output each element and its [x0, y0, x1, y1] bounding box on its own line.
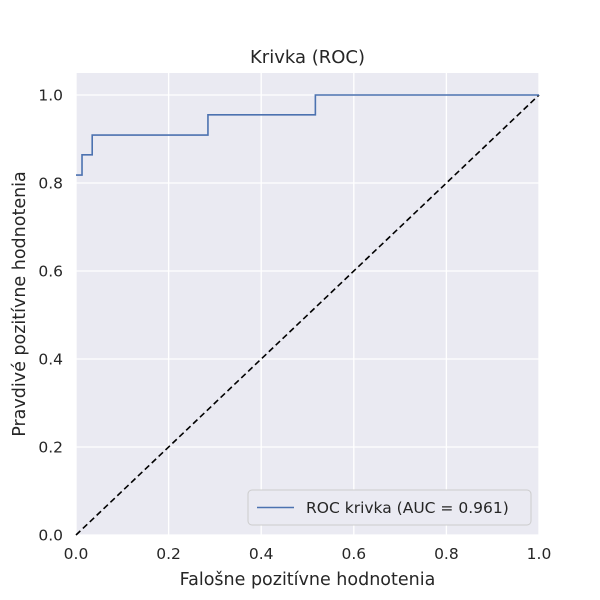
chart-title: Krivka (ROC): [250, 47, 365, 68]
x-tick-label: 0.6: [341, 545, 366, 563]
roc-curve-line: [76, 94, 539, 176]
x-tick-label: 0.0: [64, 545, 89, 563]
x-tick-label: 0.2: [156, 545, 181, 563]
diagonal-reference-line: [75, 94, 540, 536]
x-axis-ticks: 0.0 0.2 0.4 0.6 0.8 1.0: [64, 545, 552, 563]
x-axis-label: Falošne pozitívne hodnotenia: [180, 570, 436, 590]
legend-box: [247, 489, 532, 526]
y-axis-label: Pravdivé pozitívne hodnotenia: [10, 171, 30, 437]
y-tick-label: 0.4: [38, 351, 63, 369]
plot-background: [76, 73, 539, 535]
grid: [75, 73, 540, 536]
y-tick-label: 0.2: [38, 439, 63, 457]
y-tick-label: 0.0: [38, 527, 63, 545]
legend-label: ROC krivka (AUC = 0.961): [306, 499, 509, 517]
y-tick-label: 0.6: [38, 263, 63, 281]
y-tick-label: 1.0: [38, 87, 63, 105]
legend: ROC krivka (AUC = 0.961): [247, 489, 532, 526]
x-tick-label: 0.4: [249, 545, 274, 563]
x-tick-label: 0.8: [434, 545, 459, 563]
y-tick-label: 0.8: [38, 175, 63, 193]
y-axis-ticks: 0.0 0.2 0.4 0.6 0.8 1.0: [38, 87, 63, 545]
series-layer: [75, 94, 540, 536]
x-tick-label: 1.0: [527, 545, 552, 563]
